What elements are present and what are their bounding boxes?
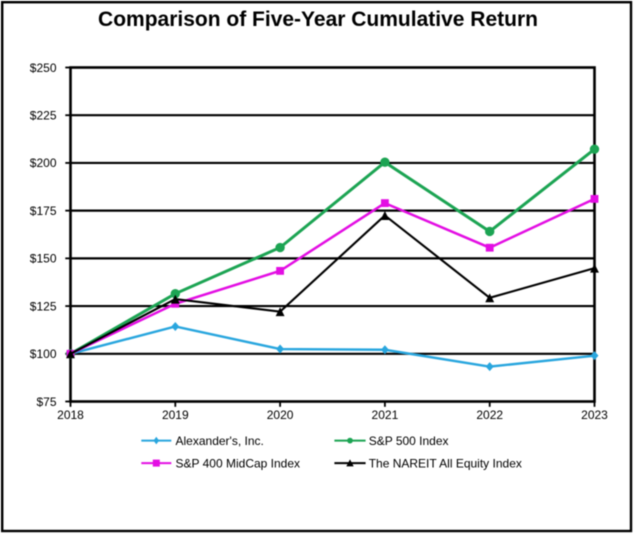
svg-text:2018: 2018 [57, 408, 84, 422]
svg-text:$125: $125 [30, 299, 57, 313]
svg-text:$200: $200 [30, 156, 57, 170]
svg-text:Alexander's, Inc.: Alexander's, Inc. [176, 434, 264, 448]
svg-text:2023: 2023 [581, 408, 608, 422]
svg-text:$75: $75 [36, 395, 56, 409]
svg-text:Comparison of Five-Year Cumula: Comparison of Five-Year Cumulative Retur… [98, 8, 538, 31]
svg-text:2022: 2022 [476, 408, 503, 422]
svg-text:2019: 2019 [162, 408, 189, 422]
svg-text:$175: $175 [30, 204, 57, 218]
svg-text:$100: $100 [30, 347, 57, 361]
svg-text:The NAREIT All Equity Index: The NAREIT All Equity Index [369, 456, 522, 470]
svg-text:$250: $250 [30, 61, 57, 75]
svg-text:2021: 2021 [372, 408, 399, 422]
svg-text:$150: $150 [30, 252, 57, 266]
svg-text:$225: $225 [30, 109, 57, 123]
svg-text:S&P 400 MidCap Index: S&P 400 MidCap Index [176, 456, 301, 470]
svg-text:S&P 500 Index: S&P 500 Index [369, 434, 449, 448]
svg-text:2020: 2020 [267, 408, 294, 422]
